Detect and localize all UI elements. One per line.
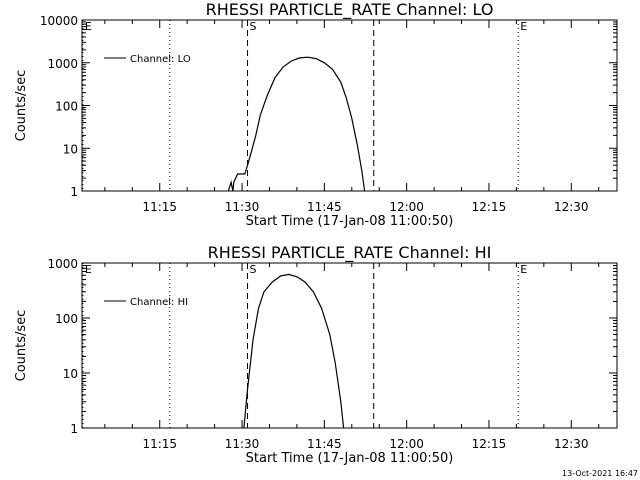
x-tick-label: 12:15: [472, 437, 507, 451]
y-tick-label: 1000: [47, 57, 78, 71]
legend-entry: Channel: HI: [130, 297, 188, 308]
event-marker-label: E: [520, 20, 527, 33]
series-line: [243, 273, 345, 428]
timestamp: 13-Oct-2021 16:47: [562, 469, 638, 478]
x-tick-label: 12:30: [554, 437, 589, 451]
y-axis-label: Counts/sec: [14, 310, 29, 382]
y-tick-label: 10000: [40, 14, 78, 28]
y-tick-label: 10: [63, 142, 78, 156]
y-tick-label: 100: [55, 100, 78, 114]
chart-panel-1: RHESSI PARTICLE_RATE Channel: LO 1 10 100 10…: [14, 0, 618, 229]
event-marker-label: E: [85, 20, 92, 33]
y-tick-label: 100: [55, 312, 78, 326]
x-axis-label: Start Time (17-Jan-08 11:00:50): [246, 214, 454, 229]
x-tick-label: 11:15: [142, 437, 177, 451]
x-tick-label: 11:30: [225, 437, 260, 451]
event-marker-label: S: [250, 263, 257, 276]
event-marker-label: E: [85, 263, 92, 276]
x-tick-label: 11:30: [225, 200, 260, 214]
x-axis-label: Start Time (17-Jan-08 11:00:50): [246, 451, 454, 466]
x-tick-label: 11:45: [307, 200, 342, 214]
y-tick-label: 10: [63, 367, 78, 381]
y-tick-label: 1000: [47, 257, 78, 271]
plot-frame: [81, 19, 618, 192]
event-marker-label: S: [250, 20, 257, 33]
x-tick-label: 11:45: [307, 437, 342, 451]
x-tick-label: 12:30: [554, 200, 589, 214]
event-marker-label: E: [520, 263, 527, 276]
chart-title: RHESSI PARTICLE_RATE Channel: HI: [208, 243, 492, 263]
series-line: [227, 56, 366, 191]
x-tick-label: 12:15: [472, 200, 507, 214]
plot-frame: [81, 262, 618, 429]
x-tick-label: 11:15: [142, 200, 177, 214]
chart-panel-2: RHESSI PARTICLE_RATE Channel: HI 1 10 100 10…: [14, 243, 618, 466]
y-axis-label: Counts/sec: [14, 70, 29, 142]
legend-entry: Channel: LO: [130, 54, 191, 65]
chart-title: RHESSI PARTICLE_RATE Channel: LO: [206, 0, 494, 20]
y-tick-label: 1: [70, 185, 78, 199]
y-tick-label: 1: [70, 422, 78, 436]
x-tick-label: 12:00: [389, 200, 424, 214]
x-tick-label: 12:00: [389, 437, 424, 451]
